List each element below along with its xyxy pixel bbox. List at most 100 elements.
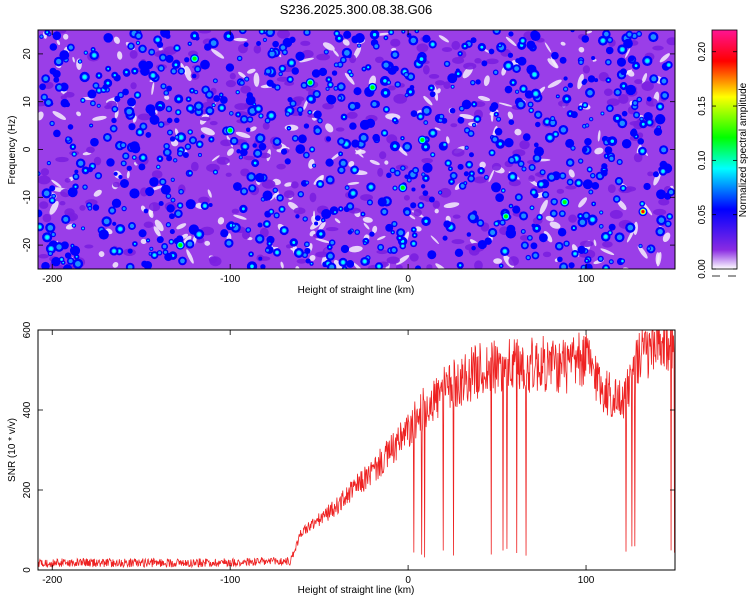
heatmap-blob-peak — [601, 112, 604, 115]
heatmap-blob-core — [349, 103, 355, 109]
heatmap-blob — [64, 252, 72, 259]
heatmap-blob-core — [75, 260, 81, 267]
heatmap-low-patch — [483, 75, 490, 87]
heatmap-mid-patch — [519, 140, 530, 150]
heatmap-blob-core — [347, 204, 353, 209]
heatmap-blob-core — [552, 199, 557, 204]
heatmap-peak-core — [228, 128, 233, 133]
heatmap-blob-core — [358, 141, 364, 147]
heatmap-blob-peak — [609, 231, 612, 234]
snr-x-label: Height of straight line (km) — [298, 585, 415, 596]
heatmap-blob-peak — [288, 127, 290, 130]
heatmap-blob-core — [179, 69, 184, 74]
heatmap-blob-core — [340, 160, 346, 166]
heatmap-low-patch — [369, 159, 380, 166]
spectrogram-y-tick-label: -20 — [22, 237, 33, 252]
heatmap-blob — [295, 214, 300, 219]
heatmap-blob-core — [305, 181, 309, 184]
heatmap-blob — [225, 63, 235, 72]
heatmap-blob-peak — [310, 262, 313, 265]
heatmap-mid-patch — [234, 103, 249, 110]
heatmap-low-patch — [543, 230, 553, 243]
heatmap-mid-patch — [225, 172, 232, 177]
heatmap-blob — [149, 114, 160, 125]
heatmap-blob-peak — [51, 199, 54, 202]
heatmap-blob — [245, 127, 251, 133]
heatmap-blob — [127, 97, 136, 107]
heatmap-mid-patch — [38, 254, 49, 259]
heatmap-blob-core — [627, 224, 634, 231]
heatmap-mid-patch — [634, 79, 643, 85]
heatmap-blob — [112, 221, 117, 226]
heatmap-mid-patch — [262, 122, 270, 130]
heatmap-blob — [158, 200, 164, 207]
heatmap-mid-patch — [395, 264, 403, 269]
heatmap-mid-patch — [379, 151, 387, 160]
heatmap-mid-patch — [148, 202, 161, 212]
heatmap-mid-patch — [519, 235, 530, 241]
heatmap-low-patch — [303, 99, 309, 111]
heatmap-blob — [538, 233, 548, 243]
heatmap-blob — [243, 42, 249, 48]
heatmap-mid-patch — [428, 74, 440, 79]
heatmap-blob — [494, 127, 503, 136]
heatmap-blob — [377, 197, 387, 207]
heatmap-blob-peak — [288, 108, 292, 113]
heatmap-mid-patch — [42, 213, 52, 223]
heatmap-mid-patch — [416, 43, 429, 53]
heatmap-blob-core — [113, 107, 117, 111]
heatmap-blob-peak — [158, 157, 162, 160]
heatmap-low-patch — [385, 262, 390, 269]
heatmap-blob — [289, 36, 296, 43]
heatmap-blob-core — [186, 144, 190, 149]
snr-plot-area — [38, 330, 675, 570]
heatmap-blob-peak — [369, 185, 373, 189]
heatmap-blob-core — [240, 30, 245, 33]
heatmap-blob — [166, 117, 173, 124]
heatmap-low-patch — [158, 47, 163, 51]
heatmap-blob-core — [614, 197, 619, 202]
heatmap-blob — [168, 213, 175, 220]
colorbar-frame — [711, 29, 738, 270]
heatmap-blob-core — [265, 119, 270, 123]
heatmap-blob-peak — [71, 145, 75, 148]
heatmap-blob — [392, 65, 399, 72]
heatmap-blob-core — [226, 240, 232, 246]
heatmap-mid-patch — [104, 105, 111, 110]
heatmap-blob — [191, 73, 197, 79]
heatmap-blob-core — [360, 135, 367, 141]
heatmap-blob-core — [469, 214, 476, 220]
heatmap-mid-patch — [283, 190, 295, 199]
heatmap-blob-peak — [521, 39, 525, 43]
heatmap-blob-core — [164, 91, 168, 95]
heatmap-blob — [166, 155, 173, 162]
heatmap-blob-core — [650, 34, 657, 40]
heatmap-blob-core — [274, 139, 280, 144]
heatmap-blob — [372, 133, 380, 142]
heatmap-blob-core — [668, 189, 674, 195]
heatmap-blob — [138, 229, 147, 238]
heatmap-blob-core — [230, 112, 233, 115]
heatmap-blob — [568, 262, 575, 269]
heatmap-blob-core — [239, 156, 243, 159]
heatmap-low-patch — [539, 199, 548, 215]
heatmap-blob-core — [109, 208, 115, 213]
heatmap-blob-peak — [177, 111, 180, 114]
heatmap-blob — [471, 245, 476, 251]
heatmap-blob — [581, 35, 590, 43]
heatmap-blob-core — [286, 112, 290, 116]
heatmap-blob — [447, 73, 458, 84]
heatmap-mid-patch — [209, 256, 222, 267]
heatmap-blob-core — [273, 188, 277, 192]
spectrogram-y-tick-label: 10 — [22, 96, 33, 108]
heatmap-low-patch — [593, 239, 597, 247]
heatmap-blob-core — [250, 186, 255, 191]
heatmap-blob-peak — [335, 32, 338, 35]
heatmap-low-patch — [235, 131, 251, 139]
heatmap-blob-core — [127, 264, 133, 269]
heatmap-blob-core — [383, 62, 389, 68]
heatmap-blob — [111, 198, 122, 208]
heatmap-blob-peak — [431, 42, 435, 46]
heatmap-blob — [457, 163, 464, 170]
heatmap-blob-core — [111, 126, 116, 131]
